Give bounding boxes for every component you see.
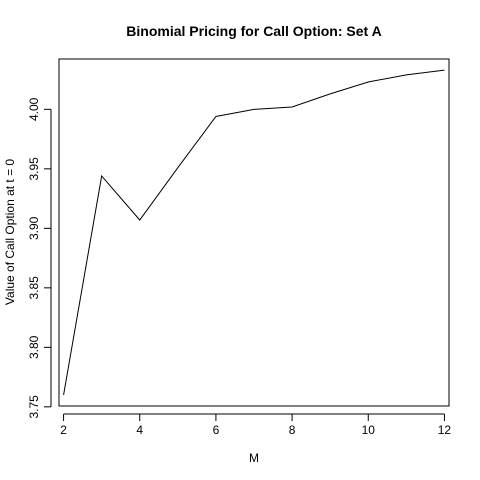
x-axis-label: M [249,451,259,465]
plot-frame [58,58,450,407]
y-tick-label: 3.80 [27,335,41,359]
y-axis-label: Value of Call Option at t = 0 [3,159,17,306]
x-tick-label: 6 [213,423,220,437]
series-group [63,69,445,396]
x-tick-label: 12 [438,423,452,437]
chart-title: Binomial Pricing for Call Option: Set A [126,23,381,39]
x-tick-label: 8 [289,423,296,437]
y-tick-label: 3.85 [27,276,41,300]
y-tick-label: 3.95 [27,157,41,181]
x-tick-label: 2 [60,423,67,437]
x-tick-label: 10 [362,423,376,437]
y-tick-label: 4.00 [27,97,41,121]
x-tick-label: 4 [136,423,143,437]
series-line [63,69,445,396]
y-tick-label: 3.90 [27,216,41,240]
y-tick-label: 3.75 [27,395,41,419]
y-axis: 3.75 3.80 3.85 3.90 3.95 4.00 [27,97,52,419]
x-axis: 2 4 6 8 10 12 [60,413,452,437]
